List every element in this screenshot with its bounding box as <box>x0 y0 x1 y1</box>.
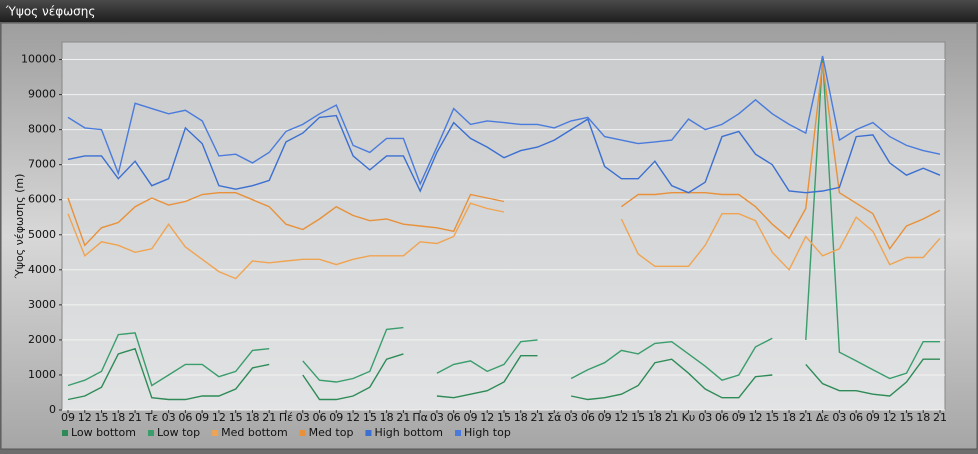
y-tick-label: 1000 <box>28 368 56 381</box>
y-tick-label: 6000 <box>28 193 56 206</box>
x-tick-label: 18 <box>782 411 796 424</box>
x-tick-label: 15 <box>765 411 779 424</box>
x-tick-label: 03 <box>296 411 310 424</box>
x-tick-label: 09 <box>195 411 209 424</box>
x-tick-label: 15 <box>95 411 109 424</box>
x-tick-label: 03 <box>162 411 176 424</box>
series-line <box>67 55 941 186</box>
x-tick-label: 18 <box>380 411 394 424</box>
x-tick-label: 09 <box>61 411 75 424</box>
x-tick-label: 18 <box>648 411 662 424</box>
x-tick-label: 21 <box>396 411 410 424</box>
x-tick-label: Κυ <box>682 411 696 424</box>
x-tick-label: 03 <box>698 411 712 424</box>
x-tick-label: 06 <box>581 411 595 424</box>
x-tick-label: 09 <box>598 411 612 424</box>
x-tick-label: 15 <box>229 411 243 424</box>
legend-label: High bottom <box>374 426 443 439</box>
x-tick-label: 18 <box>245 411 259 424</box>
x-tick-label: 09 <box>329 411 343 424</box>
window-title: Ύψος νέφωσης <box>5 5 95 19</box>
x-tick-label: 09 <box>463 411 477 424</box>
x-tick-label: 12 <box>346 411 360 424</box>
x-tick-label: 21 <box>531 411 545 424</box>
x-tick-label: 15 <box>631 411 645 424</box>
y-tick-label: 9000 <box>28 88 56 101</box>
y-tick-label: 0 <box>49 403 56 416</box>
x-tick-label: 03 <box>832 411 846 424</box>
x-tick-label: 06 <box>849 411 863 424</box>
y-tick-label: 3000 <box>28 298 56 311</box>
x-tick-label: 03 <box>564 411 578 424</box>
x-tick-label: 12 <box>614 411 628 424</box>
legend-swatch <box>147 430 154 436</box>
y-axis-label: Ύψος νέφωσης (m) <box>13 174 26 280</box>
x-tick-label: 15 <box>899 411 913 424</box>
x-tick-label: 06 <box>715 411 729 424</box>
series-line <box>67 202 941 280</box>
y-tick-label: 10000 <box>21 53 56 66</box>
x-tick-label: 21 <box>933 411 947 424</box>
x-tick-label: 09 <box>732 411 746 424</box>
x-tick-label: 06 <box>447 411 461 424</box>
x-tick-label: 18 <box>514 411 528 424</box>
x-tick-label: Πέ <box>279 411 293 424</box>
x-tick-label: Δε <box>816 411 830 424</box>
x-tick-label: 21 <box>665 411 679 424</box>
legend-swatch <box>212 430 219 436</box>
x-tick-label: 06 <box>178 411 192 424</box>
plot-area <box>61 41 946 411</box>
x-tick-label: 12 <box>212 411 226 424</box>
x-tick-label: Πα <box>412 411 428 424</box>
series-line <box>67 62 941 251</box>
y-tick-label: 5000 <box>28 228 56 241</box>
legend-swatch <box>455 430 461 436</box>
x-tick-label: 12 <box>78 411 92 424</box>
x-tick-label: Τε <box>145 411 159 424</box>
legend-label: Low top <box>157 426 200 439</box>
legend-label: Med bottom <box>221 426 288 439</box>
x-tick-label: 15 <box>363 411 377 424</box>
legend-swatch <box>299 430 306 436</box>
series-line <box>67 114 941 194</box>
legend-label: Med top <box>309 426 354 439</box>
legend-label: High top <box>464 426 511 439</box>
y-tick-label: 2000 <box>28 333 56 346</box>
title-bar <box>0 0 978 22</box>
series-line <box>67 347 940 401</box>
y-tick-label: 8000 <box>28 123 56 136</box>
series-line <box>67 55 940 387</box>
plot-layer: 0 1000 2000 3000 4000 5000 6000 7000 8000 9000 100… <box>21 53 947 439</box>
x-tick-label: 21 <box>799 411 813 424</box>
y-tick-label: 4000 <box>28 263 56 276</box>
x-tick-label: Σά <box>547 411 561 424</box>
x-tick-label: 03 <box>430 411 444 424</box>
legend-swatch <box>62 430 68 436</box>
x-tick-label: 06 <box>313 411 327 424</box>
legend-swatch <box>365 430 372 436</box>
y-tick-label: 7000 <box>28 158 56 171</box>
x-tick-label: 09 <box>866 411 880 424</box>
x-tick-label: 21 <box>128 411 142 424</box>
legend-label: Low bottom <box>71 426 136 439</box>
x-tick-label: 12 <box>883 411 897 424</box>
x-tick-label: 18 <box>916 411 930 424</box>
x-tick-label: 18 <box>111 411 125 424</box>
x-tick-label: 21 <box>262 411 276 424</box>
x-tick-label: 15 <box>497 411 511 424</box>
x-tick-label: 12 <box>480 411 494 424</box>
x-tick-label: 12 <box>749 411 763 424</box>
